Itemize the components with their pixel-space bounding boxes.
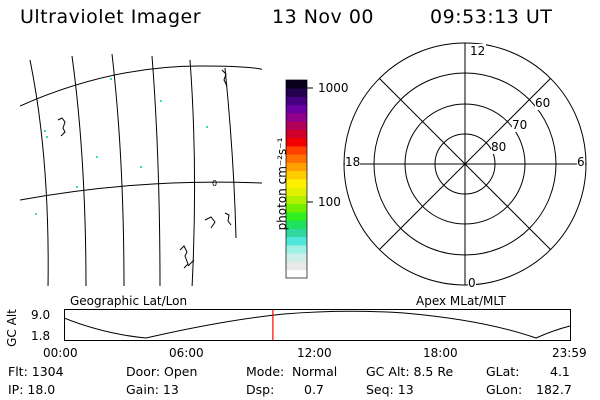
colorbar-band (286, 245, 307, 254)
time-label: 09:53:13 UT (430, 6, 553, 28)
colorbar-band (286, 88, 307, 97)
colorbar-band (286, 253, 307, 262)
dsp-label: Dsp: (246, 382, 275, 397)
timeline-xtick-4: 23:59 (552, 346, 587, 360)
colorbar-band (286, 195, 307, 205)
colorbar-band (286, 187, 307, 196)
mode-value: Normal (292, 364, 338, 379)
colorbar-band (286, 121, 307, 130)
colorbar-band (286, 80, 307, 89)
colorbar-band (286, 96, 307, 106)
colorbar-tick-1000: 1000 (318, 81, 349, 95)
glat-value: 4.1 (550, 364, 570, 379)
gain-value: Gain: 13 (126, 382, 179, 397)
colorbar-band (286, 170, 307, 180)
timeline-xtick-0: 00:00 (43, 346, 78, 360)
glon-value: 182.7 (536, 382, 572, 397)
mlat-label-60: 60 (535, 96, 551, 110)
coastline (57, 69, 232, 269)
timeline-xtick-3: 18:00 (423, 346, 458, 360)
mode-label: Mode: (246, 364, 285, 379)
colorbar-band (286, 146, 307, 155)
door-status: Door: Open (126, 364, 198, 379)
instrument-title: Ultraviolet Imager (20, 6, 202, 28)
map-label-zero: 0 (212, 179, 217, 188)
ip-value: IP: 18.0 (8, 382, 56, 397)
polar-plot (343, 42, 587, 286)
mlt-label-18: 18 (345, 155, 361, 169)
colorbar-band (286, 203, 307, 213)
geographic-caption: Geographic Lat/Lon (70, 294, 188, 308)
orbit-altitude-plot (64, 309, 571, 341)
glon-label: GLon: (486, 382, 523, 397)
colorbar-band (286, 129, 307, 139)
timeline-xtick-1: 06:00 (169, 346, 204, 360)
timeline-ytick-bottom: 1.8 (31, 329, 51, 343)
longitude-lines (29, 53, 237, 286)
colorbar-band (286, 154, 307, 163)
colorbar-band (286, 228, 307, 238)
mlt-label-6: 6 (577, 155, 585, 169)
colorbar-band (286, 137, 307, 147)
timeline-xtick-2: 12:00 (297, 346, 332, 360)
mlat-label-80: 80 (491, 140, 507, 154)
colorbar-band (286, 212, 307, 221)
colorbar-tick-100: 100 (318, 195, 341, 209)
timeline-ytick-top: 9.0 (31, 308, 51, 322)
glat-label: GLat: (486, 364, 520, 379)
uv-speckles (35, 78, 208, 215)
gc-altitude: GC Alt: 8.5 Re (366, 364, 454, 379)
sequence-number: Seq: 13 (366, 382, 414, 397)
colorbar-unit-label: photon cm⁻²s⁻¹ (275, 137, 289, 231)
dsp-value: 0.7 (304, 382, 324, 397)
date-label: 13 Nov 00 (272, 6, 375, 28)
colorbar-band (286, 220, 307, 229)
colorbar-band (286, 269, 307, 279)
altitude-curve (64, 310, 571, 339)
colorbar-band (286, 236, 307, 246)
geographic-map-panel: 0 (20, 53, 262, 286)
mlt-label-0: 0 (468, 276, 476, 290)
latitude-lines (20, 65, 262, 201)
colorbar-band (286, 179, 307, 188)
apex-caption: Apex MLat/MLT (416, 294, 506, 308)
mlt-label-12: 12 (469, 44, 487, 58)
colorbar-band (286, 162, 307, 172)
colorbar-band (286, 104, 307, 114)
flight-number: Flt: 1304 (8, 364, 64, 379)
timeline-ylabel: GC Alt (5, 309, 19, 347)
mlat-label-70: 70 (512, 118, 528, 132)
colorbar-band (286, 113, 307, 122)
colorbar-scale (285, 79, 313, 279)
colorbar-band (286, 261, 307, 271)
